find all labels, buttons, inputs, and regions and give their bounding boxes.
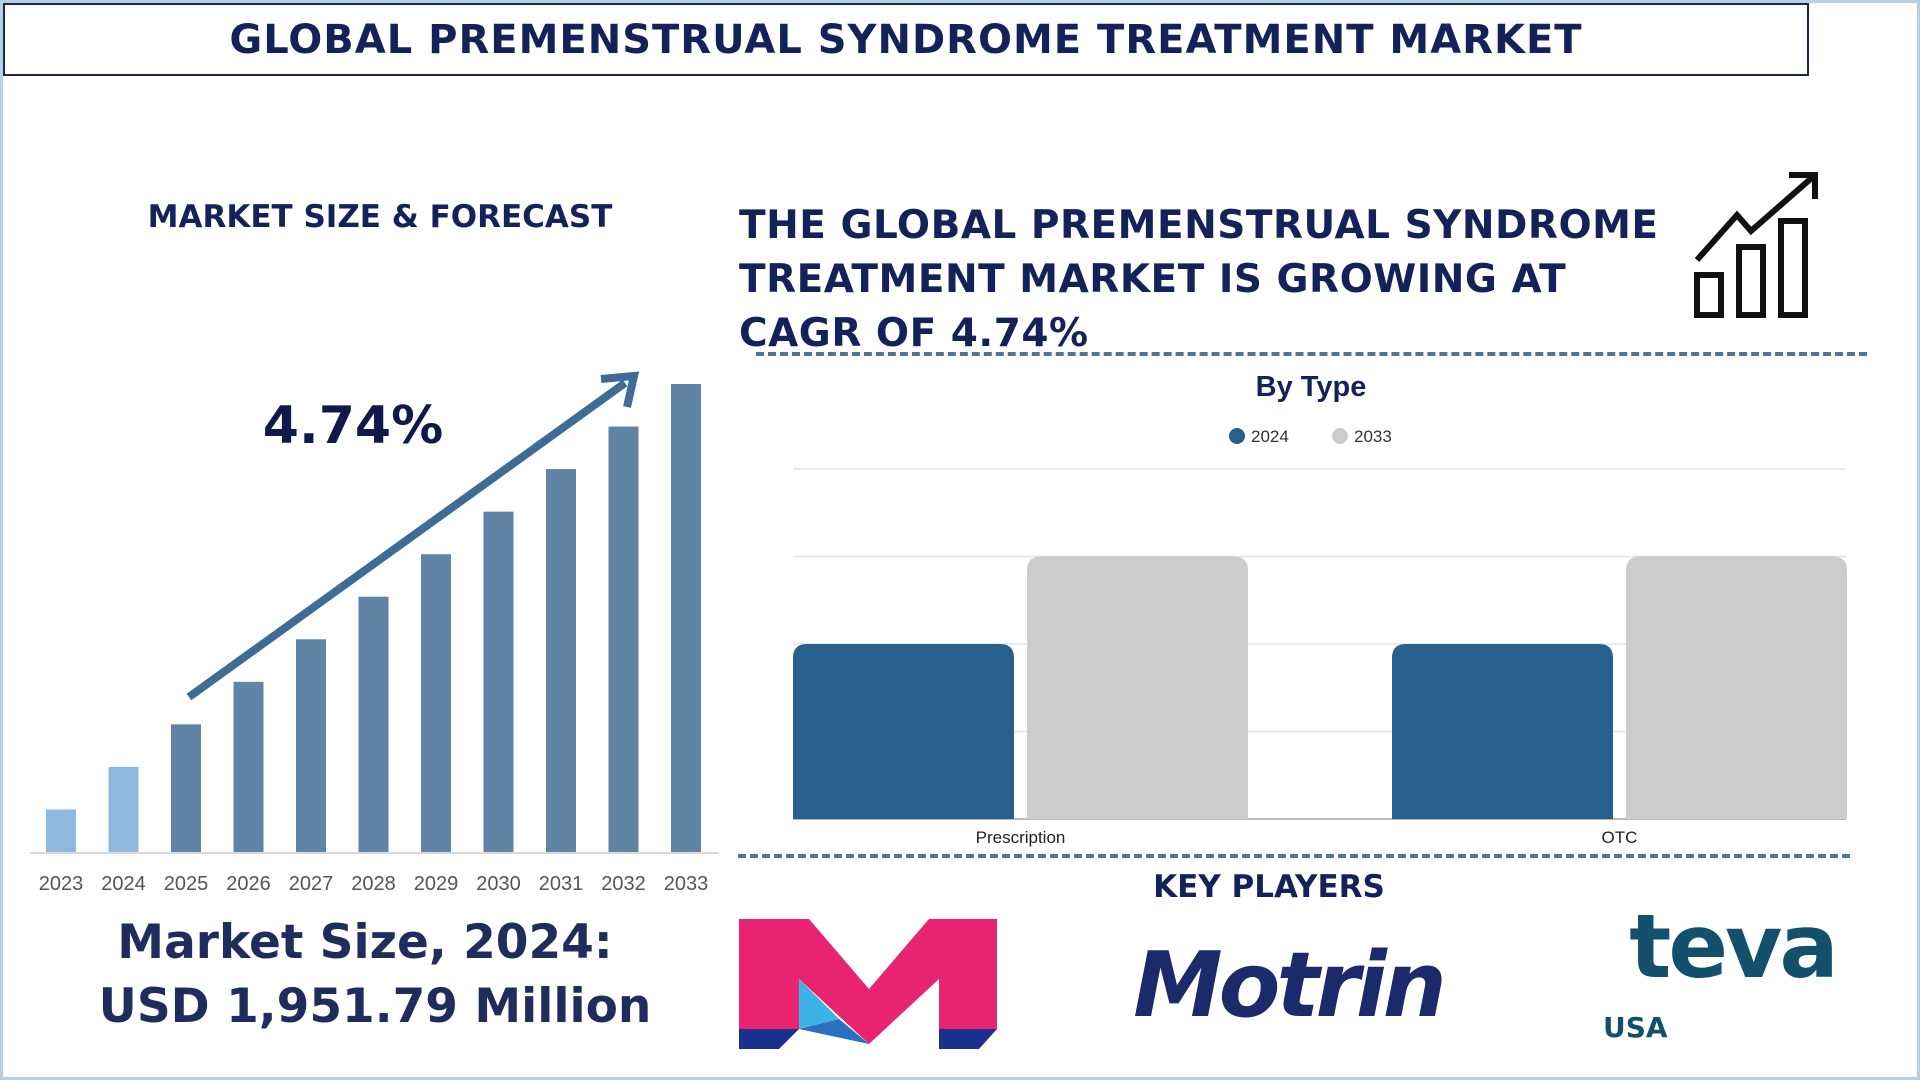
x-tick-label: 2023 [39,873,84,895]
headline-line: CAGR OF 4.74% [739,311,1089,356]
x-tick-label: 2029 [414,873,459,895]
x-tick-label: 2025 [164,873,209,895]
page-title: GLOBAL PREMENSTRUAL SYNDROME TREATMENT M… [3,3,1809,76]
bar-2031 [546,469,576,852]
chart-title: By Type [1256,371,1367,403]
bar-prescription-2024 [793,644,1014,819]
by-type-chart: By Type 2024 2033 Prescription OTC [793,371,1847,847]
bar-2025 [171,724,201,852]
market-size-label: Market Size, 2024: [117,915,613,970]
category-label: OTC [1602,828,1638,847]
headline-line: THE GLOBAL PREMENSTRUAL SYNDROME [739,203,1659,248]
bar-prescription-2033 [1027,556,1248,819]
x-tick-label: 2028 [351,873,396,895]
market-size-heading: MARKET SIZE & FORECAST [147,199,613,235]
x-tick-label: 2027 [289,873,334,895]
trend-arrow-head-icon [600,371,640,408]
x-tick-label: 2030 [476,873,521,895]
x-tick-label: 2031 [539,873,584,895]
bar-otc-2024 [1392,644,1613,819]
x-tick-label: 2026 [226,873,271,895]
legend-label: 2033 [1354,427,1392,446]
trend-arrow-line [186,379,628,701]
key-player-logo-m [739,919,997,1049]
divider [738,854,1850,858]
key-players-heading: KEY PLAYERS [1153,869,1385,905]
category-label: Prescription [976,828,1066,847]
bar-2026 [233,681,264,852]
key-player-logo-motrin: Motrin [1133,933,1447,1038]
bar-2033 [671,384,701,852]
cagr-label: 4.74% [262,396,444,456]
x-tick-label: 2032 [601,873,646,895]
growth-chart-arrow-icon [1694,172,1818,318]
bar-2027 [296,639,326,852]
bar-2023 [46,809,76,852]
bar-otc-2033 [1626,556,1847,819]
market-forecast-chart: 2023 2024 2025 2026 2027 2028 2029 2030 2031 2032… [30,371,719,895]
legend-marker [1332,428,1348,444]
bar-2030 [483,511,514,852]
legend-marker [1229,428,1245,444]
growth-headline: THE GLOBAL PREMENSTRUAL SYNDROME TREATME… [739,199,1659,361]
x-tick-label: 2033 [664,873,709,895]
market-size-value: USD 1,951.79 Million [98,979,652,1034]
divider [756,352,1867,356]
bar-2029 [421,554,451,852]
bar-2024 [108,766,139,852]
key-player-logo-teva-sub: USA [1603,1011,1668,1044]
bar-2032 [608,426,639,852]
key-player-logo-teva: teva [1629,895,1839,998]
x-tick-label: 2024 [101,873,146,895]
bar-2028 [358,596,389,852]
headline-line: TREATMENT MARKET IS GROWING AT [739,257,1567,302]
legend-label: 2024 [1251,427,1289,446]
